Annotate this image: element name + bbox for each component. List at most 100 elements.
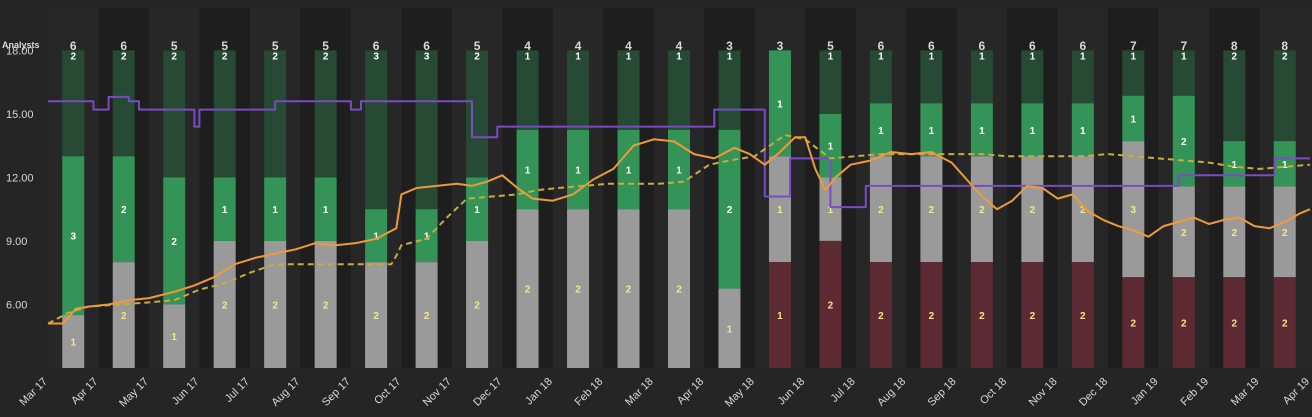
segment-value-label: 2 — [979, 311, 985, 322]
bar-segment — [365, 262, 388, 368]
bar-segment — [112, 50, 135, 157]
bar-segment — [819, 240, 842, 368]
x-tick-label: Jun 18 — [775, 376, 807, 408]
x-tick-label: Feb 19 — [1178, 376, 1211, 409]
segment-value-label: 2 — [424, 311, 430, 322]
segment-value-label: 1 — [777, 99, 783, 110]
bar-segment — [617, 209, 640, 368]
segment-value-label: 2 — [1030, 311, 1036, 322]
segment-value-label: 1 — [828, 51, 834, 62]
segment-value-label: 2 — [626, 285, 632, 296]
x-tick-label: Mar 19 — [1229, 376, 1262, 409]
bar-segment — [314, 50, 337, 178]
segment-value-label: 2 — [474, 51, 480, 62]
bar-segment — [264, 177, 287, 241]
bar-segment — [1273, 50, 1296, 142]
segment-value-label: 1 — [1181, 51, 1187, 62]
segment-value-label: 1 — [878, 126, 884, 137]
bar-segment — [869, 50, 892, 104]
bar-segment — [617, 50, 640, 130]
bar-segment — [970, 103, 993, 157]
bar-segment — [516, 50, 539, 130]
bar-segment — [970, 156, 993, 263]
analyst-count: 7 — [1130, 39, 1137, 53]
segment-value-label: 2 — [878, 205, 884, 216]
segment-value-label: 2 — [323, 300, 329, 311]
bar-segment — [1071, 50, 1094, 104]
segment-value-label: 2 — [575, 285, 581, 296]
segment-value-label: 2 — [525, 285, 531, 296]
y-tick-label: 15.00 — [6, 109, 34, 121]
bar-segment — [668, 209, 690, 368]
segment-value-label: 2 — [929, 311, 935, 322]
x-tick-label: Jul 18 — [829, 376, 858, 405]
bar-segment — [869, 156, 892, 263]
bar-segment — [163, 50, 186, 178]
segment-value-label: 1 — [70, 338, 76, 349]
analyst-count: 5 — [322, 39, 329, 53]
segment-value-label: 2 — [1231, 51, 1237, 62]
y-tick-label: 12.00 — [6, 172, 34, 184]
bar-segment — [768, 50, 791, 157]
x-tick-label: Nov 18 — [1027, 376, 1060, 409]
x-tick-label: May 18 — [723, 376, 757, 410]
analyst-count: 3 — [726, 39, 733, 53]
target-high-line — [48, 95, 1310, 209]
segment-value-label: 3 — [70, 232, 76, 243]
segment-value-label: 1 — [525, 165, 531, 176]
x-tick-label: Mar 18 — [623, 376, 656, 409]
segment-value-label: 2 — [828, 300, 834, 311]
segment-value-label: 2 — [1282, 51, 1288, 62]
rating-bars: 2 3 1 2 2 2 2 2 1 2 1 2 2 1 2 2 1 2 3 1 2 3 1 2 2 1 2 1 1 2 1 1 2 1 1 2 1 1 2 1… — [62, 50, 1296, 368]
bar-segment — [1122, 141, 1145, 278]
analyst-count: 4 — [676, 39, 683, 53]
segment-value-label: 1 — [1030, 51, 1036, 62]
price-target-lines — [47, 95, 1311, 325]
segment-value-label: 1 — [727, 324, 733, 335]
analyst-count: 4 — [524, 39, 531, 53]
segment-value-label: 1 — [828, 142, 834, 153]
segment-value-label: 1 — [222, 205, 228, 216]
analyst-count: 3 — [777, 39, 784, 53]
x-tick-label: Sep 17 — [320, 376, 353, 409]
analyst-count: 6 — [1029, 39, 1036, 53]
bar-segment — [668, 129, 690, 210]
bar-segment — [970, 50, 993, 104]
x-tick-label: Jul 17 — [223, 376, 252, 405]
target-mean-line — [47, 134, 1311, 325]
bar-segment — [920, 156, 943, 263]
bar-segment — [365, 209, 388, 263]
segment-value-label: 2 — [1131, 319, 1137, 330]
x-tick-label: Jun 17 — [170, 376, 202, 408]
segment-value-label: 1 — [1231, 160, 1237, 171]
analyst-count: 6 — [928, 39, 935, 53]
x-tick-label: Dec 17 — [471, 376, 504, 409]
analyst-count: 7 — [1180, 39, 1187, 53]
bar-segment — [264, 50, 287, 178]
segment-value-label: 1 — [575, 165, 581, 176]
segment-value-label: 2 — [171, 51, 177, 62]
segment-value-label: 2 — [121, 311, 127, 322]
x-tick-label: Sep 18 — [926, 376, 959, 409]
segment-value-label: 1 — [1131, 51, 1137, 62]
bar-segment — [466, 177, 489, 241]
bar-segment — [718, 288, 741, 368]
segment-value-label: 1 — [979, 51, 985, 62]
segment-value-label: 1 — [1030, 126, 1036, 137]
segment-value-label: 1 — [626, 51, 632, 62]
bar-segment — [768, 262, 791, 368]
y-tick-label: 18.00 — [6, 45, 34, 57]
bar-segment — [1071, 103, 1094, 157]
segment-value-label: 1 — [1282, 160, 1288, 171]
segment-value-label: 1 — [727, 51, 733, 62]
segment-value-label: 1 — [929, 126, 935, 137]
bar-segment — [1172, 95, 1195, 187]
segment-value-label: 2 — [1181, 319, 1187, 330]
segment-value-label: 2 — [121, 51, 127, 62]
segment-value-label: 1 — [777, 205, 783, 216]
segment-value-label: 2 — [1231, 319, 1237, 330]
analyst-count: 8 — [1281, 39, 1288, 53]
x-tick-label: Apr 17 — [69, 376, 100, 407]
segment-value-label: 1 — [171, 332, 177, 343]
